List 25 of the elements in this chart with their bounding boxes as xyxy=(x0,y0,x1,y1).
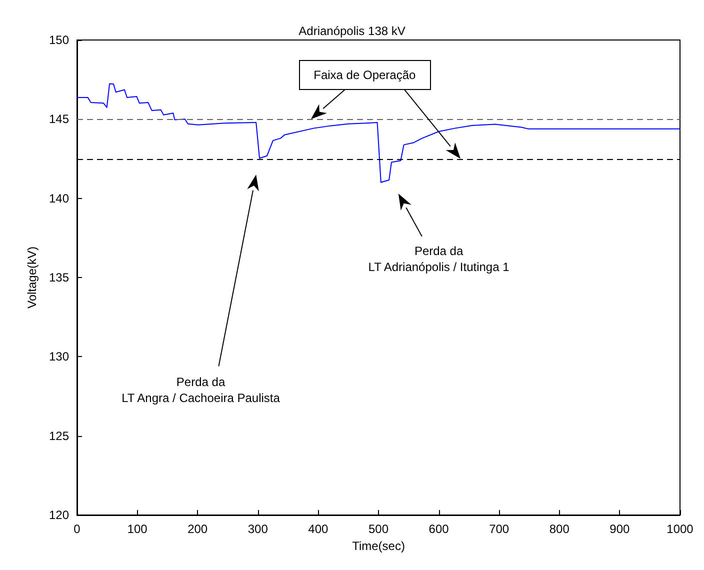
x-axis-title: Time(sec) xyxy=(352,538,405,553)
line-series xyxy=(76,83,680,183)
chart-title: Adrianópolis 138 kV xyxy=(298,24,406,38)
y-tick-label: 120 xyxy=(48,508,70,522)
x-tick-label: 100 xyxy=(127,522,148,536)
y-tick-label: 150 xyxy=(48,33,70,47)
annotation: Perda da LT Angra / Cachoeira Paulista xyxy=(122,374,280,406)
y-tick-label: 125 xyxy=(48,428,70,443)
x-tick-label: 0 xyxy=(74,522,81,536)
y-tick-label: 140 xyxy=(48,191,70,206)
y-tick-label: 130 xyxy=(48,350,70,364)
x-tick-label: 800 xyxy=(549,522,570,536)
x-tick-label: 400 xyxy=(308,522,329,536)
annotation: Faixa de Operação xyxy=(298,60,431,90)
x-tick-label: 600 xyxy=(428,522,450,536)
y-tick-label: 135 xyxy=(48,270,70,284)
x-tick-label: 700 xyxy=(489,522,510,536)
annotation: Perda da LT Adrianópolis / Itutinga 1 xyxy=(368,242,510,274)
x-tick-label: 1000 xyxy=(666,522,694,536)
x-tick-label: 900 xyxy=(610,522,630,536)
y-axis-title: Voltage(kV) xyxy=(25,246,40,309)
x-tick-label: 500 xyxy=(368,522,389,536)
x-tick-label: 200 xyxy=(188,522,208,536)
x-tick-label: 300 xyxy=(248,522,268,536)
y-tick-label: 145 xyxy=(48,112,70,126)
